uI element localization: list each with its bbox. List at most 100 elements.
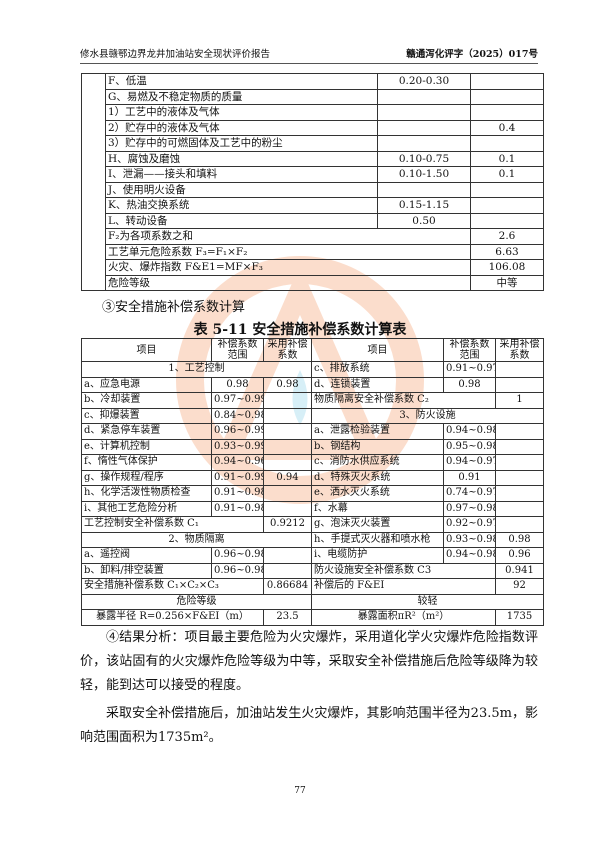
table-cell: 0.98 xyxy=(443,376,496,393)
range-cell xyxy=(377,104,471,121)
table-row: 安全措施补偿系数 C₁×C₂×C₃ 0.86684 补偿后的 F&EI 92 xyxy=(81,578,544,595)
table-cell xyxy=(495,423,544,440)
table-cell: 0.94~0.98 xyxy=(443,423,496,440)
table-cell: a、应急电源 xyxy=(81,376,212,393)
table-row: K、热油交换系统 0.15-1.15 xyxy=(82,197,544,214)
table-row: a、遥控阀 0.96~0.98 i、电缆防护 0.94~0.98 0.96 xyxy=(81,547,544,564)
value-cell xyxy=(470,104,544,121)
header-cell: 项目 xyxy=(311,338,444,362)
table-cell: 0.91~0.98 xyxy=(211,485,264,502)
range-cell xyxy=(377,88,471,105)
item-cell: G、易燃及不稳定物质的质量 xyxy=(105,88,378,105)
summary-label: F₂为各项系数之和 xyxy=(105,228,471,245)
table-cell: 0.91~0.99 xyxy=(211,469,264,486)
table-cell: 0.91~0.98 xyxy=(211,500,264,517)
page-number: 77 xyxy=(294,786,306,796)
summary-value: 中等 xyxy=(470,274,544,291)
table-cell: 补偿后的 F&EI xyxy=(311,578,496,595)
table-cell: 0.97~0.99 xyxy=(211,392,264,409)
table-cell: 0.941 xyxy=(495,562,544,579)
table-row: F、低温 0.20-0.30 xyxy=(81,73,544,291)
value-cell: 0.4 xyxy=(470,119,544,136)
table-cell xyxy=(263,500,312,517)
table-cell: 0.91~0.97 xyxy=(443,361,496,378)
table-cell xyxy=(263,423,312,440)
table-cell xyxy=(263,547,312,564)
summary-label: 工艺单元危险系数 F₃=F₁×F₂ xyxy=(105,243,471,260)
table-cell: 1、工艺控制 xyxy=(81,361,312,378)
range-cell: 0.15-1.15 xyxy=(377,197,471,214)
item-cell: 2）贮存中的液体及气体 xyxy=(105,119,378,136)
table-row: 2）贮存中的液体及气体 0.4 xyxy=(82,119,544,136)
table-cell: 23.5 xyxy=(263,609,312,626)
table-cell: 暴露半径 R=0.256×F&EI（m） xyxy=(81,609,264,626)
table-row: L、转动设备 0.50 xyxy=(82,212,544,229)
table-cell: 0.93~0.99 xyxy=(211,438,264,455)
range-cell: 0.20-0.30 xyxy=(377,73,471,90)
table-cell: 0.95~0.98 xyxy=(443,438,496,455)
item-cell: K、热油交换系统 xyxy=(105,197,378,214)
value-cell xyxy=(470,197,544,214)
value-cell xyxy=(470,135,544,152)
table-cell xyxy=(495,361,544,378)
table-cell: 2、物质隔离 xyxy=(81,531,312,548)
table-cell: 安全措施补偿系数 C₁×C₂×C₃ xyxy=(81,578,264,595)
header-left: 修水县赣鄂边界龙井加油站安全现状评价报告 xyxy=(80,49,271,60)
table-cell: 0.94 xyxy=(263,469,312,486)
table-cell: 0.98 xyxy=(263,376,312,393)
header-right: 赣通泻化评字（2025）017号 xyxy=(406,49,538,60)
table-cell: f、惰性气体保护 xyxy=(81,454,212,471)
table-row: b、卸料/排空装置 0.96~0.98 防火设施安全补偿系数 C3 0.941 xyxy=(81,562,544,579)
table-cell xyxy=(495,376,544,393)
table-cell: d、特殊灭火系统 xyxy=(311,469,444,486)
table-cell: 防火设施安全补偿系数 C3 xyxy=(311,562,496,579)
table-cell xyxy=(263,562,312,579)
table-row: 工艺控制安全补偿系数 C₁ 0.9212 g、泡沫灭火装置 0.92~0.97 xyxy=(81,516,544,533)
table-cell: e、计算机控制 xyxy=(81,438,212,455)
table-cell: 92 xyxy=(495,578,544,595)
table-row: 1、工艺控制 c、排放系统 0.91~0.97 xyxy=(81,361,544,378)
table-cell: d、连锁装置 xyxy=(311,376,444,393)
table-row: J、使用明火设备 xyxy=(82,181,544,198)
table-cell: 0.9212 xyxy=(263,516,312,533)
table-row: g、操作规程/程序 0.91~0.99 0.94 d、特殊灭火系统 0.91 xyxy=(81,469,544,486)
impact-range-paragraph: 采取安全补偿措施后，加油站发生火灾爆炸，其影响范围半径为23.5m，影响范围面积… xyxy=(80,706,538,745)
table-cell: c、抑爆装置 xyxy=(81,407,212,424)
table-row: f、惰性气体保护 0.94~0.96 c、消防水供应系统 0.94~0.97 xyxy=(81,454,544,471)
table-cell: a、遥控阀 xyxy=(81,547,212,564)
table-cell: b、冷却装置 xyxy=(81,392,212,409)
table-cell: 暴露面积πR²（m²） xyxy=(311,609,496,626)
result-analysis-paragraph: ④结果分析：项目最主要危险为火灾爆炸，采用道化学火灾爆炸危险指数评价，该站固有的… xyxy=(80,630,538,693)
table-cell xyxy=(263,392,312,409)
table-cell: b、钢结构 xyxy=(311,438,444,455)
summary-row: 火灾、爆炸指数 F&E1=MF×F₃ 106.08 xyxy=(82,259,544,276)
table-cell: 0.91 xyxy=(443,469,496,486)
table-cell: 0.96~0.98 xyxy=(211,547,264,564)
summary-row: 工艺单元危险系数 F₃=F₁×F₂ 6.63 xyxy=(82,243,544,260)
table-cell: c、消防水供应系统 xyxy=(311,454,444,471)
table-row: 暴露半径 R=0.256×F&EI（m） 23.5 暴露面积πR²（m²） 1735 xyxy=(81,609,544,626)
table-row: 3）贮存中的可燃固体及工艺中的粉尘 xyxy=(82,135,544,152)
table-cell: d、紧急停车装置 xyxy=(81,423,212,440)
table-cell: 工艺控制安全补偿系数 C₁ xyxy=(81,516,264,533)
table-row: a、应急电源 0.98 0.98 d、连锁装置 0.98 xyxy=(81,376,544,393)
summary-row: F₂为各项系数之和 2.6 xyxy=(82,228,544,245)
summary-label: 危险等级 xyxy=(105,274,471,291)
table-cell: e、洒水灭火系统 xyxy=(311,485,444,502)
table-cell xyxy=(263,485,312,502)
header-cell: 采用补偿系数 xyxy=(263,338,312,362)
table-cell: i、电缆防护 xyxy=(311,547,444,564)
item-cell: J、使用明火设备 xyxy=(105,181,378,198)
summary-label: 火灾、爆炸指数 F&E1=MF×F₃ xyxy=(105,259,471,276)
blank-cell xyxy=(81,73,106,291)
table-row: 危险等级 较轻 xyxy=(81,593,544,610)
table-cell: 3、防火设施 xyxy=(311,407,544,424)
table-cell: 1735 xyxy=(495,609,544,626)
header-cell: 项目 xyxy=(81,338,212,362)
table-row: i、其他工艺危险分析 0.91~0.98 f、水幕 0.97~0.98 xyxy=(81,500,544,517)
table-cell: 危险等级 xyxy=(81,593,312,610)
range-cell xyxy=(377,181,471,198)
table-title: 表 5-11 安全措施补偿系数计算表 xyxy=(193,322,407,338)
compensation-factor-table: 项目 补偿系数范围 采用补偿系数 项目 补偿系数范围 采用补偿系数 1、工艺控制 c、排放系… xyxy=(81,338,544,626)
section-subheading: ③安全措施补偿系数计算 xyxy=(102,300,246,315)
